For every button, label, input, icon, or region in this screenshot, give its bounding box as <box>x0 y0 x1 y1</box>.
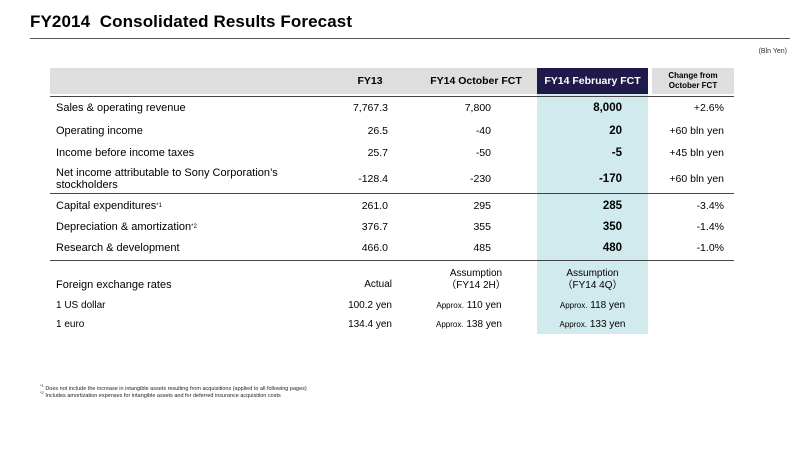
fy13-value: 25.7 <box>367 147 388 159</box>
row-label-text: Net income attributable to Sony Corporat… <box>56 167 278 191</box>
header-change-line2: October FCT <box>668 81 718 90</box>
october-value: 295 <box>473 200 491 212</box>
row-label: Research & development <box>56 242 180 254</box>
change-value: +60 bln yen <box>669 173 724 185</box>
row-label: Net income attributable to Sony Corporat… <box>56 166 301 192</box>
row-label: Income before income taxes <box>56 147 195 159</box>
october-value: 7,800 <box>464 102 491 114</box>
currency-label: 1 US dollar <box>56 299 106 311</box>
fx-section-label: Foreign exchange rates <box>56 279 172 291</box>
header-highlight <box>537 68 648 94</box>
header-change: Change from October FCT <box>652 68 734 94</box>
fx-october-amount: 138 yen <box>466 318 502 330</box>
currency-label: 1 euro <box>56 318 85 330</box>
fy13-value: 261.0 <box>361 200 388 212</box>
footnote-mark: *1 <box>40 383 44 389</box>
table-row: Sales & operating revenue 7,767.3 7,800 … <box>0 98 799 118</box>
october-value: 355 <box>473 221 491 233</box>
fy13-value: 7,767.3 <box>352 102 388 114</box>
table-mid-rule <box>50 193 734 194</box>
assumption-label: Assumption <box>566 268 619 279</box>
fx-october-amount: 110 yen <box>466 299 502 311</box>
february-value: 480 <box>602 242 622 254</box>
fx-actual-value: 100.2 yen <box>348 299 392 311</box>
table-bottom-rule <box>50 260 734 261</box>
change-value: -3.4% <box>696 200 724 212</box>
fy13-value: 466.0 <box>361 242 388 254</box>
footnote: *2 Includes amortization expenses for in… <box>40 390 281 399</box>
approx-label: Approx. <box>559 300 588 310</box>
footnote: *1 Does not include the increase in inta… <box>40 383 307 392</box>
fy13-value: 376.7 <box>361 221 388 233</box>
change-value: -1.4% <box>696 221 724 233</box>
fx-row: 1 US dollar 100.2 yen Approx. 110 yen Ap… <box>0 297 799 313</box>
assumption-label: Assumption <box>449 268 503 279</box>
footnote-text: Does not include the increase in intangi… <box>45 386 307 392</box>
change-value: -1.0% <box>696 242 724 254</box>
row-label: Operating income <box>56 125 143 137</box>
row-label-text: Capital expenditures <box>56 200 157 212</box>
page-title: FY2014 Consolidated Results Forecast <box>30 12 353 31</box>
fx-february-assumption: Assumption （FY14 4Q） <box>537 268 648 292</box>
fx-row: 1 euro 134.4 yen Approx. 138 yen Approx.… <box>0 316 799 332</box>
row-label: Depreciation & amortization *2 <box>56 221 197 233</box>
fx-february-amount: 118 yen <box>590 299 626 311</box>
fy13-value: 26.5 <box>367 125 388 137</box>
footnote-text: Includes amortization expenses for intan… <box>45 393 281 399</box>
table-top-rule <box>50 96 734 97</box>
approx-label: Approx. <box>436 319 464 329</box>
february-value: 350 <box>602 221 622 233</box>
table-row: Income before income taxes 25.7 -50 -5 +… <box>0 143 799 163</box>
october-value: -50 <box>475 147 491 159</box>
header-fy13: FY13 <box>357 75 383 87</box>
header-october-fct: FY14 October FCT <box>430 75 522 87</box>
change-value: +45 bln yen <box>669 147 724 159</box>
october-value: -40 <box>475 125 491 137</box>
february-value: 8,000 <box>593 102 622 114</box>
header-february-fct: FY14 February FCT <box>544 75 641 87</box>
table-row: Operating income 26.5 -40 20 +60 bln yen <box>0 121 799 141</box>
february-value: 20 <box>609 125 622 137</box>
fx-october-value: Approx. 110 yen <box>420 297 518 313</box>
header-change-line1: Change from <box>668 71 718 80</box>
footnote-mark: *2 <box>40 390 44 396</box>
approx-label: Approx. <box>436 300 464 310</box>
october-value: 485 <box>473 242 491 254</box>
fx-actual-header: Actual <box>364 279 392 290</box>
row-label: Sales & operating revenue <box>56 102 186 114</box>
october-value: -230 <box>469 173 491 185</box>
fx-february-value: Approx. 133 yen <box>540 316 645 332</box>
february-value: -170 <box>598 173 622 185</box>
fx-february-amount: 133 yen <box>589 318 626 330</box>
fx-october-value: Approx. 138 yen <box>420 316 518 332</box>
unit-label: (Bln Yen) <box>758 48 787 55</box>
table-row: Depreciation & amortization *2 376.7 355 … <box>0 217 799 237</box>
fx-october-assumption: Assumption （FY14 2H） <box>420 268 532 292</box>
fx-february-value: Approx. 118 yen <box>540 297 645 313</box>
row-label: Capital expenditures *1 <box>56 200 162 212</box>
fx-actual-value: 134.4 yen <box>348 318 392 330</box>
row-label-text: Depreciation & amortization <box>56 221 192 233</box>
february-value: -5 <box>611 147 622 159</box>
header-change-band <box>652 68 734 94</box>
table-row: Capital expenditures *1 261.0 295 285 -3.… <box>0 196 799 216</box>
highlight-column <box>537 68 648 334</box>
title-divider <box>30 38 790 39</box>
fy13-value: -128.4 <box>358 173 388 185</box>
assumption-period: （FY14 4Q） <box>562 280 623 291</box>
february-value: 285 <box>602 200 622 212</box>
table-row: Research & development 466.0 485 480 -1.… <box>0 238 799 258</box>
assumption-period: （FY14 2H） <box>446 280 506 291</box>
change-value: +60 bln yen <box>669 125 724 137</box>
approx-label: Approx. <box>559 319 588 329</box>
table-row: Net income attributable to Sony Corporat… <box>0 166 799 192</box>
change-value: +2.6% <box>693 102 724 114</box>
